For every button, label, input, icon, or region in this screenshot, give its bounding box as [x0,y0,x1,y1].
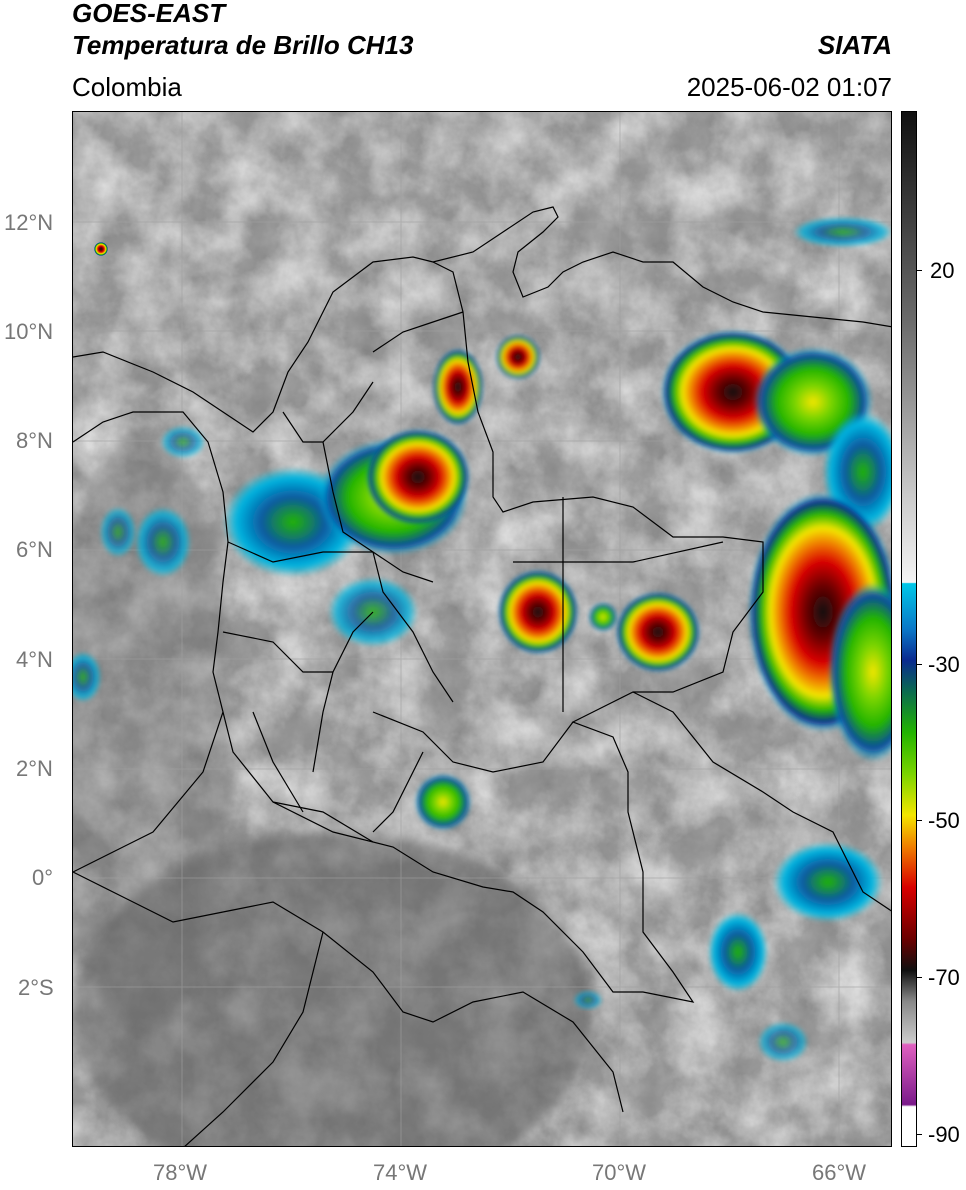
lat-label: 8°N [16,428,53,453]
agency-label: SIATA [817,30,892,60]
colorbar-label: 20 [930,258,955,283]
colorbar-tick [917,820,922,821]
timestamp-label: 2025-06-02 01:07 [686,72,892,102]
colorbar [901,111,917,1147]
colorbar-tick [917,977,922,978]
map-canvas [73,112,891,1146]
lon-label: 70°W [592,1160,647,1185]
lat-label: 4°N [16,647,53,672]
region-label: Colombia [72,72,182,102]
colorbar-tick [917,664,922,665]
lat-label: 2°N [16,756,53,781]
colorbar-tick [917,270,922,271]
colorbar-label: -90 [928,1122,960,1147]
lon-label: 78°W [153,1160,208,1185]
political-boundaries [73,206,891,1146]
product-title: Temperatura de Brillo CH13 [72,30,414,60]
lat-label: 10°N [4,319,54,344]
lat-label: 2°S [18,975,54,1000]
satellite-map [72,111,892,1147]
satellite-title: GOES-EAST [72,0,226,28]
lat-label: 12°N [4,210,54,235]
colorbar-label: -70 [928,965,960,990]
colorbar-label: -30 [928,652,960,677]
colorbar-tick [917,1134,922,1135]
lon-label: 74°W [373,1160,428,1185]
lat-label: 0° [32,865,54,890]
convective-cells [73,217,891,1062]
lat-label: 6°N [16,537,53,562]
colorbar-label: -50 [928,808,960,833]
lon-label: 66°W [812,1160,867,1185]
